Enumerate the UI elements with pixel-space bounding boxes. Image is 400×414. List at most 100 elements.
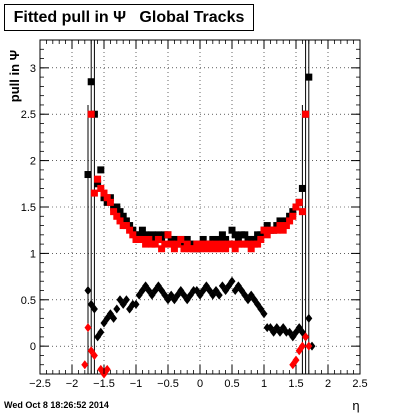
data-point-square bbox=[273, 226, 281, 234]
data-point-square bbox=[167, 240, 175, 248]
data-point-square bbox=[250, 235, 258, 243]
data-point-square bbox=[84, 171, 92, 179]
x-axis-label: η bbox=[352, 398, 359, 413]
x-tick-label: 0.5 bbox=[224, 378, 239, 390]
y-tick-label: 2 bbox=[30, 156, 36, 168]
data-point-square bbox=[148, 231, 156, 239]
data-point-square bbox=[244, 240, 252, 248]
timestamp: Wed Oct 8 18:26:52 2014 bbox=[4, 400, 109, 410]
data-point-diamond bbox=[81, 360, 89, 370]
data-point-square bbox=[180, 245, 188, 253]
y-tick-label: 2.5 bbox=[21, 109, 36, 121]
x-tick-label: −2 bbox=[66, 378, 79, 390]
data-point-square bbox=[234, 235, 242, 243]
data-point-square bbox=[116, 217, 124, 225]
data-point-square bbox=[154, 235, 162, 243]
data-point-square bbox=[289, 208, 297, 216]
data-point-diamond bbox=[298, 341, 306, 351]
data-point-square bbox=[292, 203, 300, 211]
data-point-diamond bbox=[84, 323, 92, 333]
data-point-square bbox=[87, 110, 95, 118]
data-point-square bbox=[106, 198, 114, 206]
data-point-square bbox=[199, 240, 207, 248]
data-point-square bbox=[257, 231, 265, 239]
data-point-square bbox=[260, 226, 268, 234]
data-point-square bbox=[87, 78, 95, 86]
data-point-diamond bbox=[260, 309, 268, 319]
data-point-square bbox=[190, 245, 198, 253]
grid bbox=[40, 40, 360, 374]
data-point-square bbox=[158, 245, 166, 253]
tick-labels: −2.5 −2 −1.5 −1 −0.5 0 0.5 1 1.5 2 2.5 0 0.5 1 1.5 2 2.5… bbox=[21, 63, 368, 390]
data-point-square bbox=[135, 231, 143, 239]
data-point-square bbox=[113, 203, 121, 211]
data-point-square bbox=[298, 184, 306, 192]
data-point-square bbox=[129, 231, 137, 239]
data-point-square bbox=[138, 235, 146, 243]
data-point-square bbox=[206, 240, 214, 248]
x-tick-label: 2.5 bbox=[352, 378, 367, 390]
data-point-square bbox=[257, 235, 265, 243]
data-point-square bbox=[94, 175, 102, 183]
data-point-square bbox=[218, 240, 226, 248]
data-point-square bbox=[119, 212, 127, 220]
data-point-square bbox=[209, 245, 217, 253]
data-point-square bbox=[263, 222, 271, 230]
y-axis-label: pull in Ψ bbox=[7, 50, 22, 102]
data-point-square bbox=[215, 235, 223, 243]
data-point-square bbox=[282, 222, 290, 230]
data-point-square bbox=[183, 235, 191, 243]
x-tick-label: −2.5 bbox=[29, 378, 51, 390]
data-point-square bbox=[145, 235, 153, 243]
data-point-diamond bbox=[97, 327, 105, 337]
data-point-square bbox=[254, 240, 262, 248]
data-point-square bbox=[113, 212, 121, 220]
data-point-square bbox=[228, 240, 236, 248]
data-point-square bbox=[202, 245, 210, 253]
data-point-diamond bbox=[305, 313, 313, 323]
data-point-square bbox=[302, 110, 310, 118]
y-tick-label: 1.5 bbox=[21, 202, 36, 214]
data-point-square bbox=[151, 240, 159, 248]
data-point-square bbox=[183, 240, 191, 248]
y-tick-label: 0.5 bbox=[21, 295, 36, 307]
chart-title-text: Fitted pull in Ψ Global Tracks bbox=[13, 8, 245, 26]
data-point-square bbox=[222, 235, 230, 243]
data-point-square bbox=[142, 240, 150, 248]
y-tick-label: 3 bbox=[30, 63, 36, 75]
data-point-square bbox=[199, 235, 207, 243]
data-point-diamond bbox=[90, 304, 98, 314]
data-point-diamond bbox=[292, 355, 300, 365]
data-point-square bbox=[263, 231, 271, 239]
data-point-diamond bbox=[228, 276, 236, 286]
data-point-square bbox=[116, 208, 124, 216]
data-point-square bbox=[170, 235, 178, 243]
data-point-diamond bbox=[132, 299, 140, 309]
data-point-square bbox=[196, 245, 204, 253]
data-point-square bbox=[276, 222, 284, 230]
data-point-diamond bbox=[113, 304, 121, 314]
data-point-square bbox=[100, 189, 108, 197]
y-tick-label: 0 bbox=[30, 341, 36, 353]
data-point-square bbox=[215, 245, 223, 253]
data-point-square bbox=[276, 217, 284, 225]
data-point-square bbox=[161, 240, 169, 248]
data-point-square bbox=[222, 245, 230, 253]
data-point-square bbox=[218, 231, 226, 239]
data-point-square bbox=[110, 208, 118, 216]
data-point-square bbox=[193, 240, 201, 248]
data-point-square bbox=[228, 226, 236, 234]
data-point-diamond bbox=[305, 341, 313, 351]
data-point-square bbox=[231, 245, 239, 253]
chart-title: Fitted pull in Ψ Global Tracks bbox=[4, 4, 254, 31]
x-tick-label: −0.5 bbox=[157, 378, 179, 390]
data-point-square bbox=[298, 208, 306, 216]
data-point-square bbox=[305, 73, 313, 81]
x-tick-label: 2 bbox=[325, 378, 331, 390]
data-point-square bbox=[170, 245, 178, 253]
x-tick-label: 1.5 bbox=[288, 378, 303, 390]
x-tick-label: 1 bbox=[261, 378, 267, 390]
x-tick-label: −1.5 bbox=[93, 378, 115, 390]
data-point-square bbox=[231, 231, 239, 239]
